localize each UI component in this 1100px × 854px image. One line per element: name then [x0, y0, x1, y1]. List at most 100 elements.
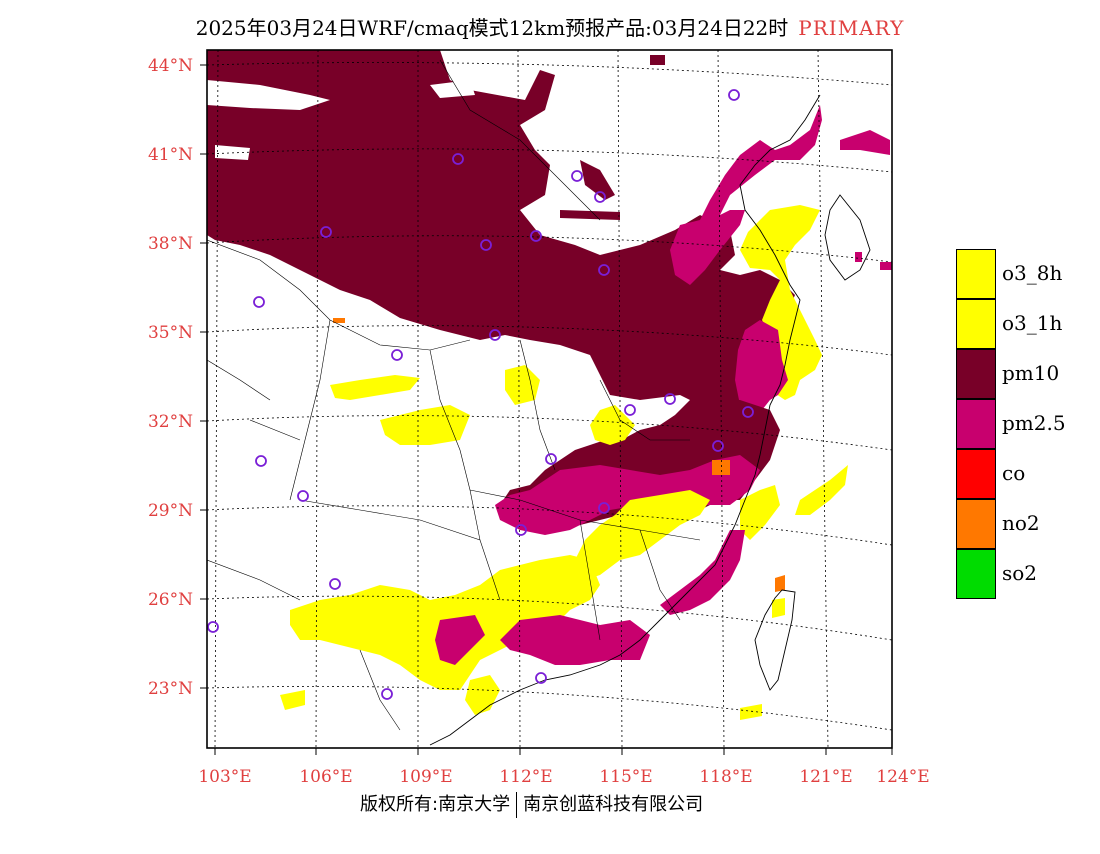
- legend-label: pm10: [1002, 361, 1060, 385]
- o3-region-central-east: [590, 405, 635, 445]
- station-marker: [489, 329, 501, 341]
- no2-spot-west: [192, 285, 202, 293]
- lat-label: 38°N: [148, 234, 193, 254]
- map-content: [192, 50, 892, 748]
- o3-region-middle-3: [505, 365, 540, 405]
- pm10-region-northeast: [650, 55, 665, 65]
- o3-region-southwest: [280, 690, 305, 710]
- primary-tag: PRIMARY: [798, 16, 905, 40]
- station-marker: [480, 239, 492, 251]
- lon-label: 109°E: [399, 767, 452, 787]
- taiwan-outline: [754, 589, 796, 691]
- lat-label: 41°N: [148, 145, 193, 165]
- station-marker: [452, 153, 464, 165]
- lon-label: 112°E: [499, 767, 552, 787]
- copyright-footer: 版权所有:南京大学 南京创蓝科技有限公司: [360, 790, 703, 818]
- pm25-spot-ne2: [855, 252, 862, 262]
- axis-ticks: [200, 64, 893, 755]
- legend-label: co: [1002, 461, 1026, 485]
- station-marker: [253, 296, 265, 308]
- copyright-company: 南京创蓝科技有限公司: [523, 794, 704, 815]
- o3-region-south-2: [465, 675, 500, 715]
- station-marker: [207, 621, 219, 633]
- pm25-region-south-2: [435, 615, 485, 665]
- lat-label: 26°N: [148, 590, 193, 610]
- province-borders: [207, 59, 701, 731]
- lon-label: 118°E: [699, 767, 752, 787]
- legend-label: no2: [1002, 511, 1040, 535]
- lat-axis: 44°N 41°N 38°N 35°N 32°N 29°N 26°N 23°N: [148, 56, 193, 699]
- legend-swatch: [956, 299, 996, 349]
- clear-area-6: [715, 60, 830, 160]
- clear-area-1: [207, 80, 330, 110]
- no2-spot-east: [712, 460, 730, 475]
- station-marker: [255, 455, 267, 467]
- clear-area-4: [550, 135, 660, 220]
- legend-swatch: [956, 399, 996, 449]
- lon-label: 106°E: [299, 767, 352, 787]
- station-marker: [712, 440, 724, 452]
- station-marker: [545, 453, 557, 465]
- stations: [207, 89, 754, 700]
- o3-region-central-east-2: [575, 490, 710, 580]
- station-marker: [598, 264, 610, 276]
- legend-swatch: [956, 249, 996, 299]
- pm25-region-far-ne: [840, 130, 890, 155]
- lat-label: 44°N: [148, 56, 193, 76]
- legend-label: pm2.5: [1002, 411, 1066, 435]
- pm25-region-southeast-coast: [660, 530, 745, 615]
- lat-label: 35°N: [148, 323, 193, 343]
- o3-region-middle-2: [380, 405, 470, 445]
- no2-spot-taiwan: [775, 575, 785, 592]
- legend-swatch: [956, 549, 996, 599]
- lon-label: 103°E: [198, 767, 251, 787]
- no2-spot-west-2: [333, 318, 345, 323]
- legend-swatch: [956, 499, 996, 549]
- station-marker: [320, 226, 332, 238]
- station-marker: [329, 578, 341, 590]
- pm25-region-central: [495, 455, 760, 535]
- lon-label: 115°E: [599, 767, 652, 787]
- footer-divider: [516, 792, 518, 818]
- korea-outline: [824, 194, 871, 281]
- o3-region-sea-east: [795, 465, 848, 515]
- map-title: 2025年03月24日WRF/cmaq模式12km预报产品:03月24日22时 P…: [0, 12, 1100, 41]
- o3-region-sea-south: [740, 704, 762, 720]
- station-marker: [391, 349, 403, 361]
- station-marker: [530, 230, 542, 242]
- station-marker: [571, 170, 583, 182]
- coastline-east: [429, 94, 821, 746]
- legend-label: o3_1h: [1002, 311, 1063, 335]
- legend-label: so2: [1002, 561, 1038, 585]
- station-marker: [728, 89, 740, 101]
- lon-label: 124°E: [876, 767, 929, 787]
- legend-swatch: [956, 349, 996, 399]
- o3-region-east-coast: [740, 205, 822, 400]
- pm10-strip: [560, 210, 620, 220]
- station-marker: [624, 404, 636, 416]
- o3-region-middle: [330, 375, 420, 400]
- legend-label: o3_8h: [1002, 261, 1063, 285]
- pm25-region-south: [500, 615, 650, 665]
- station-marker: [515, 524, 527, 536]
- clear-area-3: [430, 80, 475, 98]
- o3-region-taiwan: [772, 598, 785, 618]
- station-marker: [598, 502, 610, 514]
- lon-axis: 103°E 106°E 109°E 112°E 115°E 118°E 121°…: [198, 767, 929, 787]
- station-marker: [535, 672, 547, 684]
- clear-area-5: [560, 65, 720, 230]
- station-marker: [594, 191, 606, 203]
- map-frame: [206, 49, 893, 749]
- title-text: 2025年03月24日WRF/cmaq模式12km预报产品:03月24日22时: [195, 16, 789, 40]
- lat-label: 29°N: [148, 501, 193, 521]
- station-marker: [381, 688, 393, 700]
- lat-label: 23°N: [148, 679, 193, 699]
- o3-region-southeast-coast: [740, 485, 780, 540]
- station-marker: [297, 490, 309, 502]
- pm10-region-north-small: [580, 160, 615, 200]
- lat-label: 32°N: [148, 412, 193, 432]
- lon-label: 121°E: [799, 767, 852, 787]
- pm25-region-northeast: [670, 105, 822, 285]
